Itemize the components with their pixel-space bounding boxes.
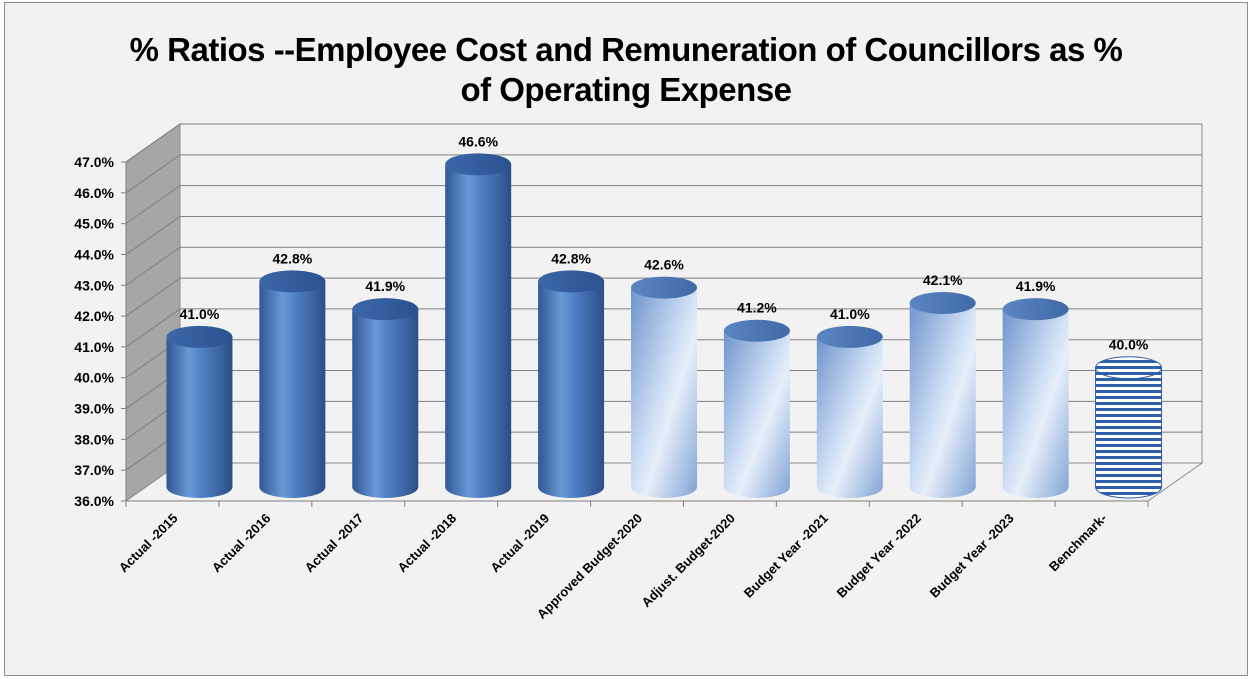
data-label: 41.0% [830, 306, 870, 322]
bars [166, 153, 1163, 499]
x-tick-label: Budget Year -2021 [741, 511, 831, 601]
chart-title-line-2: of Operating Expense [460, 71, 792, 108]
chart-title-line-1: % Ratios --Employee Cost and Remuneratio… [129, 31, 1123, 68]
y-tick-label: 37.0% [74, 462, 114, 478]
y-tick-label: 39.0% [74, 401, 114, 417]
bar-body [1095, 367, 1163, 499]
chart-title: % Ratios --Employee Cost and Remuneratio… [0, 30, 1252, 110]
data-label: 41.9% [365, 278, 405, 294]
bar-body [538, 281, 605, 498]
bar [1002, 298, 1069, 498]
data-label: 41.2% [737, 300, 777, 316]
bar-body [445, 164, 512, 498]
gridline [125, 246, 1202, 286]
bar [1095, 356, 1163, 499]
y-tick-label: 42.0% [74, 308, 114, 324]
bar-top [816, 325, 883, 348]
x-tick-label: Adjust. Budget-2020 [639, 511, 738, 610]
x-tick-label: Budget Year -2022 [834, 511, 924, 601]
bar-top [723, 319, 790, 342]
bar-body [1002, 309, 1069, 498]
x-tick-label: Actual -2019 [487, 511, 552, 576]
bar-body [909, 303, 976, 498]
bar-body [352, 309, 419, 498]
x-tick-label: Benchmark- [1046, 511, 1110, 575]
bar-top [909, 292, 976, 315]
bar [352, 298, 419, 498]
x-tick-label: Actual -2018 [395, 511, 460, 576]
x-tick-label: Budget Year -2023 [927, 511, 1017, 601]
y-tick-label: 46.0% [74, 185, 114, 201]
y-tick-label: 44.0% [74, 246, 114, 262]
bar-top [538, 270, 605, 293]
data-label: 42.8% [273, 250, 313, 266]
bar [816, 325, 883, 498]
gridline [125, 308, 1202, 348]
gridline [125, 123, 1202, 163]
bar [723, 319, 790, 498]
x-tick-label: Actual -2015 [116, 511, 181, 576]
y-tick-label: 36.0% [74, 493, 114, 509]
bar-body [816, 336, 883, 498]
data-label: 42.1% [923, 272, 963, 288]
data-label: 42.8% [551, 250, 591, 266]
y-tick-label: 43.0% [74, 277, 114, 293]
bar-top [166, 325, 233, 348]
data-label: 41.9% [1016, 278, 1056, 294]
bar [166, 325, 233, 498]
data-label: 40.0% [1109, 337, 1149, 353]
bar-body [723, 330, 790, 498]
y-axis: 36.0% 37.0% 38.0% 39.0% 40.0% 41.0% 42.0% 43.0%… [74, 154, 127, 509]
bar [259, 270, 326, 498]
y-tick-label: 45.0% [74, 216, 114, 232]
bar-top [352, 298, 419, 321]
x-axis: Actual -2015 Actual -2016 Actual -2017 Actu… [116, 500, 1149, 622]
bar [909, 292, 976, 498]
bar [445, 153, 512, 498]
y-tick-label: 40.0% [74, 370, 114, 386]
bar-top [445, 153, 512, 176]
y-tick-label: 47.0% [74, 154, 114, 170]
bar-body [631, 287, 697, 498]
data-labels: 41.0% 42.8% 41.9% 46.6% 42.8% 42.6% 41.2% 41.0%… [180, 133, 1149, 352]
data-label: 42.6% [644, 257, 684, 273]
bar-body [259, 281, 326, 498]
bar [631, 276, 697, 498]
bar-top [1095, 356, 1163, 380]
bar-top [1002, 298, 1069, 321]
gridline [125, 185, 1202, 225]
bar-top [259, 270, 326, 293]
bar-top [631, 276, 697, 299]
y-tick-label: 41.0% [74, 339, 114, 355]
data-label: 41.0% [180, 306, 220, 322]
y-tick-label: 38.0% [74, 431, 114, 447]
gridline [125, 154, 1202, 194]
bar [538, 270, 605, 498]
bar-body [166, 336, 233, 498]
x-tick-label: Actual -2016 [209, 511, 274, 576]
gridline [125, 215, 1202, 255]
x-tick-label: Approved Budget-2020 [534, 511, 645, 622]
x-tick-label: Actual -2017 [302, 511, 367, 576]
data-label: 46.6% [458, 133, 498, 149]
gridline [125, 277, 1202, 317]
